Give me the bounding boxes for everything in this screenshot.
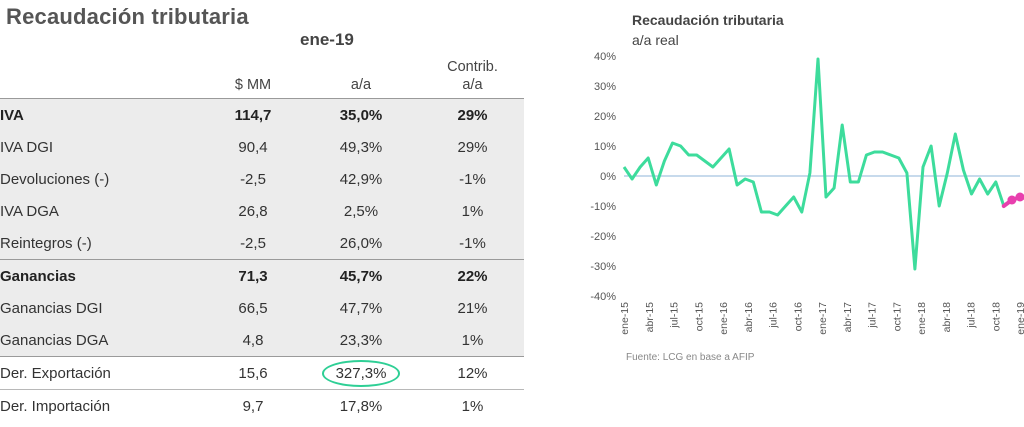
- period-label: ene-19: [300, 30, 354, 49]
- header-contrib: Contrib. a/a: [421, 58, 524, 99]
- table-row: IVA 114,7 35,0% 29%: [0, 98, 524, 131]
- table-row: IVA DGI 90,4 49,3% 29%: [0, 131, 524, 163]
- table-panel: Recaudación tributaria ene-19 $ MM a/a C…: [0, 4, 524, 422]
- row-aa: 45,7%: [301, 259, 421, 292]
- y-tick-label: 30%: [594, 81, 616, 93]
- table-row: Reintegros (-) -2,5 26,0% -1%: [0, 227, 524, 260]
- y-tick-label: 10%: [594, 141, 616, 153]
- x-tick-label: abr-18: [941, 302, 953, 333]
- row-aa: 42,9%: [301, 163, 421, 195]
- table-row: Der. Exportación 15,6 327,3% 12%: [0, 356, 524, 390]
- row-contrib: 1%: [421, 195, 524, 227]
- row-mm: 26,8: [205, 195, 301, 227]
- row-aa: 327,3%: [301, 356, 421, 390]
- header-mm: $ MM: [205, 58, 301, 99]
- row-mm: 90,4: [205, 131, 301, 163]
- row-contrib: 22%: [421, 259, 524, 292]
- y-tick-label: -40%: [590, 291, 616, 303]
- series-line: [622, 57, 1006, 271]
- y-tick-label: 20%: [594, 111, 616, 123]
- row-mm: 15,6: [205, 356, 301, 390]
- header-contrib-line2: a/a: [462, 77, 483, 93]
- row-aa: 49,3%: [301, 131, 421, 163]
- table-row: Devoluciones (-) -2,5 42,9% -1%: [0, 163, 524, 195]
- row-contrib: -1%: [421, 227, 524, 260]
- y-tick-label: -30%: [590, 261, 616, 273]
- row-name: IVA: [0, 98, 205, 131]
- row-aa: 2,5%: [301, 195, 421, 227]
- y-tick-label: -20%: [590, 231, 616, 243]
- row-contrib: 12%: [421, 356, 524, 390]
- chart-title: Recaudación tributaria: [632, 12, 784, 28]
- y-tick-label: 0%: [600, 171, 616, 183]
- x-tick-label: abr-16: [743, 302, 755, 333]
- table-row: Der. Importación 9,7 17,8% 1%: [0, 389, 524, 422]
- x-tick-label: abr-15: [644, 302, 656, 333]
- row-contrib: 21%: [421, 292, 524, 324]
- row-mm: -2,5: [205, 227, 301, 260]
- tax-table: $ MM a/a Contrib. a/a IVA 114,7 35,0% 29%…: [0, 58, 524, 422]
- page-title: Recaudación tributaria: [6, 4, 249, 29]
- row-name: Ganancias DGI: [0, 292, 205, 324]
- x-tick-label: ene-18: [916, 302, 928, 335]
- chart-subtitle: a/a real: [632, 32, 679, 48]
- row-name: Der. Exportación: [0, 356, 205, 390]
- row-contrib: 29%: [421, 98, 524, 131]
- table-row: Ganancias DGA 4,8 23,3% 1%: [0, 324, 524, 357]
- highlight-circle: 327,3%: [321, 359, 401, 387]
- header-name: [0, 58, 205, 99]
- chart-source: Fuente: LCG en base a AFIP: [626, 352, 755, 363]
- row-name: IVA DGI: [0, 131, 205, 163]
- y-tick-label: 40%: [594, 51, 616, 63]
- row-mm: 4,8: [205, 324, 301, 357]
- row-aa: 23,3%: [301, 324, 421, 357]
- x-tick-label: ene-15: [619, 302, 631, 335]
- x-tick-label: jul-17: [867, 302, 879, 329]
- row-name: Ganancias DGA: [0, 324, 205, 357]
- row-mm: 114,7: [205, 98, 301, 131]
- row-contrib: 29%: [421, 131, 524, 163]
- x-tick-label: ene-19: [1015, 302, 1024, 335]
- x-tick-label: oct-16: [792, 302, 804, 331]
- row-aa: 35,0%: [301, 98, 421, 131]
- x-tick-label: abr-17: [842, 302, 854, 333]
- row-mm: -2,5: [205, 163, 301, 195]
- chart-panel: Recaudación tributaria a/a real 40% 30% 20…: [572, 0, 1024, 427]
- row-name: IVA DGA: [0, 195, 205, 227]
- x-tick-label: ene-16: [718, 302, 730, 335]
- x-tick-label: jul-16: [768, 302, 780, 329]
- y-tick-label: -10%: [590, 201, 616, 213]
- row-mm: 66,5: [205, 292, 301, 324]
- highlight-point: [1015, 192, 1024, 202]
- row-aa: 47,7%: [301, 292, 421, 324]
- row-contrib: 1%: [421, 389, 524, 422]
- table-row: Ganancias 71,3 45,7% 22%: [0, 259, 524, 292]
- row-mm: 71,3: [205, 259, 301, 292]
- row-name: Der. Importación: [0, 389, 205, 422]
- table-row: IVA DGA 26,8 2,5% 1%: [0, 195, 524, 227]
- row-contrib: 1%: [421, 324, 524, 357]
- table-row: Ganancias DGI 66,5 47,7% 21%: [0, 292, 524, 324]
- highlight-point: [1007, 195, 1017, 205]
- x-tick-label: oct-17: [891, 302, 903, 331]
- row-mm: 9,7: [205, 389, 301, 422]
- x-tick-label: oct-15: [693, 302, 705, 331]
- header-contrib-line1: Contrib.: [447, 59, 498, 75]
- table-header-row: $ MM a/a Contrib. a/a: [0, 58, 524, 99]
- x-tick-label: ene-17: [817, 302, 829, 335]
- row-name: Ganancias: [0, 259, 205, 292]
- header-aa: a/a: [301, 58, 421, 99]
- row-name: Devoluciones (-): [0, 163, 205, 195]
- row-contrib: -1%: [421, 163, 524, 195]
- x-tick-label: oct-18: [990, 302, 1002, 331]
- row-name: Reintegros (-): [0, 227, 205, 260]
- row-aa: 26,0%: [301, 227, 421, 260]
- line-chart: 40% 30% 20% 10% 0% -10% -20% -30% -40%ene-15 abr-…: [590, 51, 1024, 335]
- x-tick-label: jul-18: [966, 302, 978, 329]
- x-tick-label: jul-15: [669, 302, 681, 329]
- row-aa: 17,8%: [301, 389, 421, 422]
